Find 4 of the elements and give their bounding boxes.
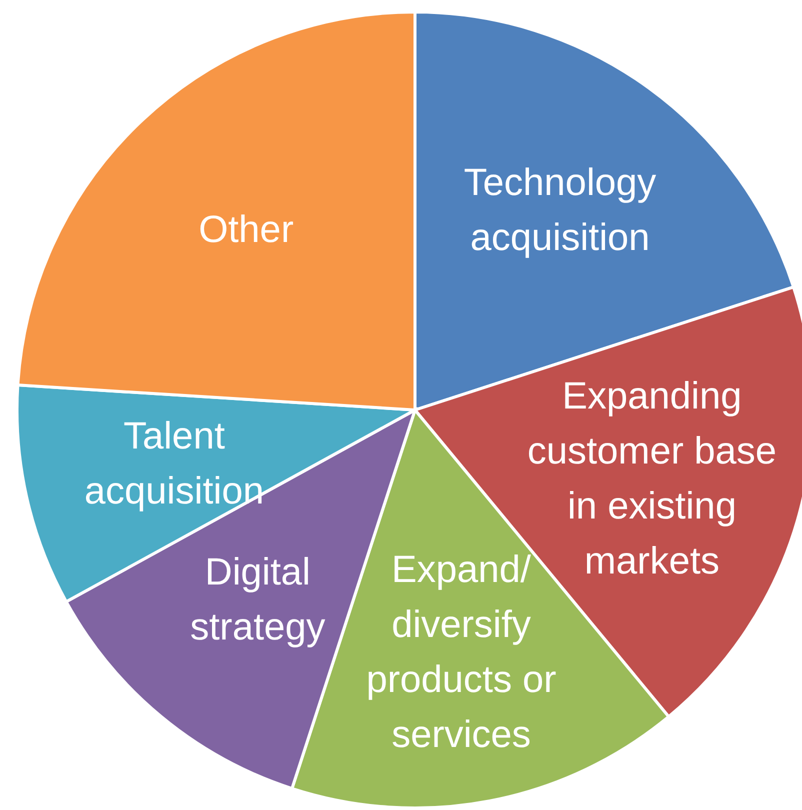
slice-label: Technology acquisition	[464, 162, 656, 259]
slice-label: Talent acquisition	[84, 415, 264, 512]
slice-label: Other	[198, 209, 294, 252]
slice-label: Digital strategy	[190, 552, 326, 649]
